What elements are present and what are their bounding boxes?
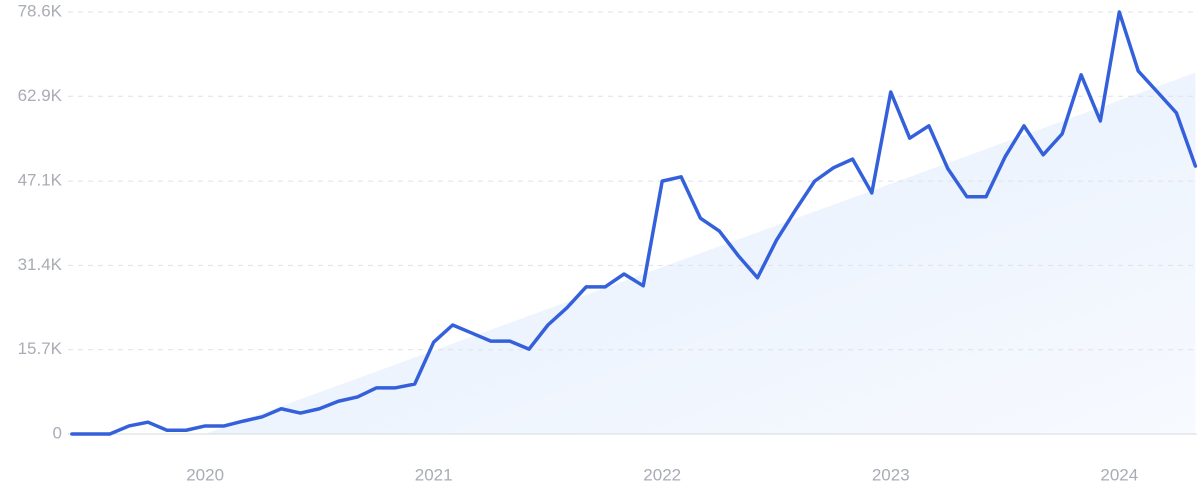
x-tick-label: 2023 — [872, 465, 910, 484]
x-tick-label: 2020 — [186, 465, 224, 484]
data-line — [70, 10, 1198, 436]
y-tick-label: 0 — [53, 423, 62, 442]
y-tick-label: 78.6K — [18, 1, 63, 20]
y-tick-label: 15.7K — [18, 339, 63, 358]
x-tick-label: 2022 — [643, 465, 681, 484]
y-tick-label: 47.1K — [18, 171, 63, 190]
y-tick-label: 62.9K — [18, 86, 63, 105]
x-tick-label: 2024 — [1100, 465, 1138, 484]
x-tick-label: 2021 — [415, 465, 453, 484]
trend-area — [205, 72, 1196, 434]
y-tick-label: 31.4K — [18, 255, 63, 274]
